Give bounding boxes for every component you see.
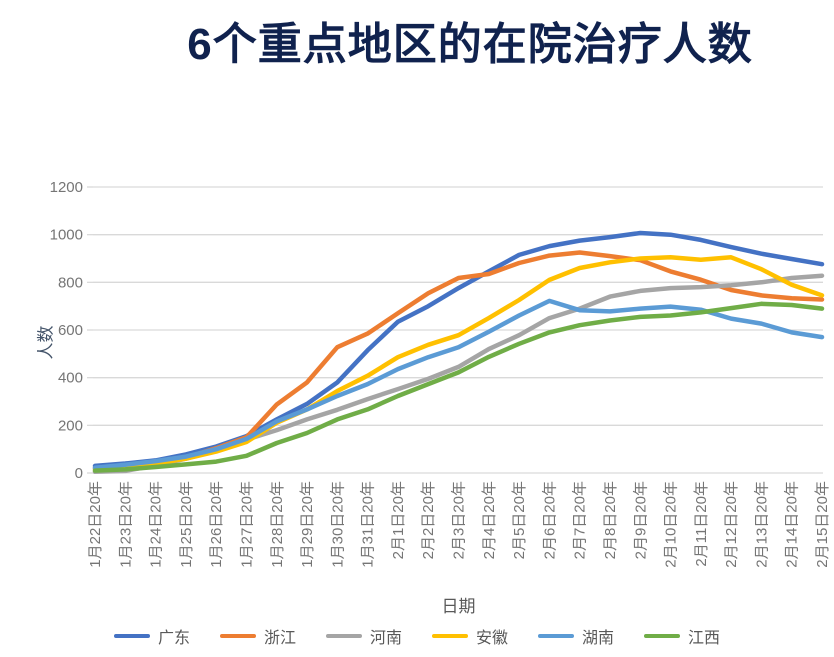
x-tick-label: 2月3日20年 [451,481,468,559]
x-tick-label: 2月4日20年 [481,481,498,559]
x-tick-label: 1月30日20年 [329,481,346,568]
y-tick-label: 1000 [50,227,83,244]
y-tick-label: 0 [75,465,83,482]
x-tick-label: 1月22日20年 [87,481,104,568]
x-tick-label: 2月1日20年 [390,481,407,559]
x-tick-label: 1月27日20年 [238,481,255,568]
legend-swatch-5 [644,633,681,639]
x-tick-label: 1月23日20年 [117,481,134,568]
series-line-5 [92,301,825,473]
chart-legend: 广东 浙江 河南 安徽 湖南 江西 [0,624,834,648]
x-tick-label: 1月25日20年 [178,481,195,568]
legend-item-0: 广东 [113,624,190,648]
legend-item-4: 湖南 [538,624,614,648]
x-tick-label: 2月11日20年 [693,481,710,567]
x-tick-label: 2月10日20年 [663,481,680,568]
x-tick-label: 2月7日20年 [572,481,589,559]
legend-label-2: 河南 [369,630,402,647]
y-tick-label: 800 [58,274,83,291]
legend-item-3: 安徽 [432,624,508,648]
x-tick-label: 2月15日20年 [814,481,831,568]
y-tick-label: 600 [58,322,83,339]
x-tick-label: 2月13日20年 [753,481,770,568]
x-axis-title: 日期 [441,597,476,616]
x-tick-label: 1月28日20年 [269,481,286,568]
y-tick-label: 1200 [50,179,83,196]
legend-item-2: 河南 [325,624,402,648]
legend-label-0: 广东 [157,630,190,647]
series-line-4 [92,298,825,471]
x-tick-label: 2月9日20年 [632,481,649,559]
legend-swatch-3 [432,633,468,639]
x-tick-label: 2月14日20年 [784,481,801,568]
legend-item-5: 江西 [644,624,720,648]
x-tick-label: 2月8日20年 [602,481,619,559]
x-tick-label: 2月6日20年 [541,481,558,559]
legend-swatch-4 [538,633,575,639]
legend-label-4: 湖南 [582,630,615,647]
legend-swatch-1 [219,633,256,639]
legend-swatch-0 [113,633,150,639]
legend-label-5: 江西 [688,630,721,647]
x-tick-label: 1月24日20年 [148,481,165,568]
y-tick-label: 400 [58,370,83,387]
x-tick-label: 1月26日20年 [208,481,225,568]
x-tick-label: 1月29日20年 [299,481,316,568]
x-tick-label: 1月31日20年 [360,481,377,568]
series-line-3 [92,255,825,472]
chart-title: 6个重点地区的在院治疗人数 [187,20,753,69]
legend-swatch-2 [325,633,362,639]
legend-item-1: 浙江 [219,624,296,648]
y-tick-label: 200 [58,417,83,434]
legend-label-1: 浙江 [263,630,296,647]
x-tick-label: 2月2日20年 [420,481,437,559]
x-tick-label: 2月12日20年 [723,481,740,568]
x-tick-label: 2月5日20年 [511,481,528,559]
legend-label-3: 安徽 [476,630,509,647]
